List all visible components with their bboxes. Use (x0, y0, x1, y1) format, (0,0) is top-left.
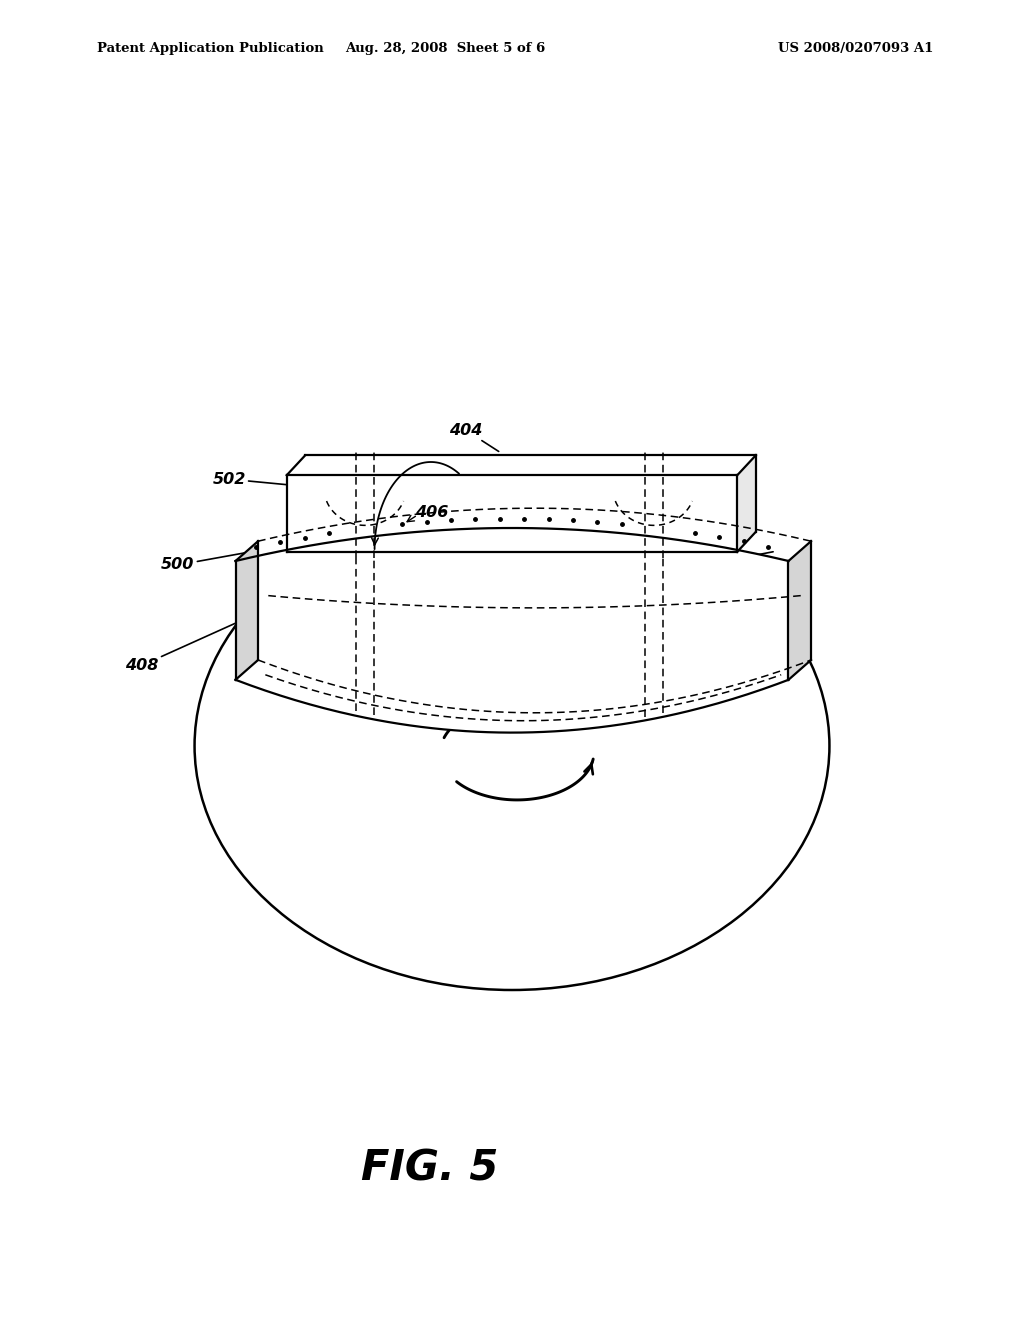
Text: 408: 408 (125, 620, 242, 673)
Text: 502: 502 (212, 471, 353, 491)
Text: Aug. 28, 2008  Sheet 5 of 6: Aug. 28, 2008 Sheet 5 of 6 (345, 42, 546, 55)
Text: Patent Application Publication: Patent Application Publication (97, 42, 324, 55)
Text: 406: 406 (415, 504, 449, 520)
Text: 500: 500 (674, 552, 773, 576)
Text: 500: 500 (161, 552, 251, 573)
Text: 502: 502 (666, 474, 722, 491)
Ellipse shape (195, 502, 829, 990)
Polygon shape (236, 528, 788, 733)
Text: 100: 100 (676, 660, 792, 694)
Polygon shape (788, 541, 811, 680)
Polygon shape (287, 455, 756, 475)
Polygon shape (737, 455, 756, 552)
Polygon shape (287, 475, 737, 552)
Text: FIG. 5: FIG. 5 (361, 1147, 499, 1189)
Text: US 2008/0207093 A1: US 2008/0207093 A1 (778, 42, 934, 55)
Text: 404: 404 (450, 422, 499, 451)
Polygon shape (236, 541, 258, 680)
